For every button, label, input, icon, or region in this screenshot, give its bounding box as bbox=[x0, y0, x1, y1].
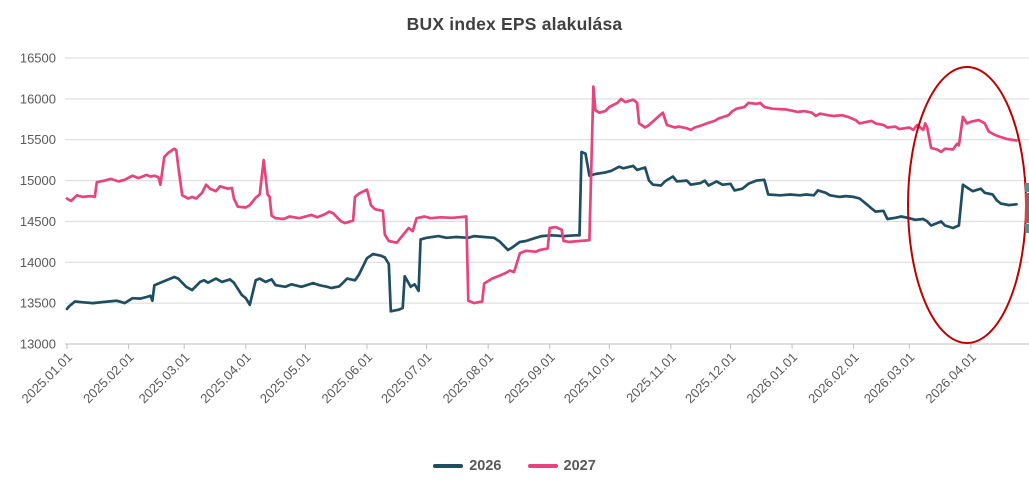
y-tick-label: 16500 bbox=[20, 51, 56, 66]
x-tick-label: 2025.01.01 bbox=[18, 350, 75, 407]
x-tick-label: 2025.08.01 bbox=[440, 350, 497, 407]
x-tick-label: 2025.03.01 bbox=[136, 350, 193, 407]
x-tick-label: 2025.07.01 bbox=[378, 350, 435, 407]
y-tick-label: 14500 bbox=[20, 214, 56, 229]
y-tick-label: 13000 bbox=[20, 336, 56, 351]
series-line-2027 bbox=[65, 85, 1018, 305]
right-edge-mark bbox=[1025, 183, 1029, 192]
y-tick-label: 15000 bbox=[20, 173, 56, 188]
legend-swatch-2026 bbox=[433, 464, 464, 468]
right-edge-mark bbox=[1025, 224, 1029, 233]
y-tick-label: 13500 bbox=[20, 296, 56, 311]
x-tick-label: 2025.06.01 bbox=[318, 350, 375, 407]
y-tick-label: 16000 bbox=[20, 91, 56, 106]
x-tick-label: 2025.12.01 bbox=[682, 350, 739, 407]
x-tick-label: 2025.05.01 bbox=[257, 350, 314, 407]
x-tick-label: 2026.04.01 bbox=[922, 350, 979, 407]
legend-label-2026: 2026 bbox=[469, 458, 502, 474]
y-tick-label: 14000 bbox=[20, 255, 56, 270]
x-tick-label: 2026.01.01 bbox=[744, 350, 801, 407]
x-tick-label: 2026.02.01 bbox=[805, 350, 862, 407]
legend-item-2027: 2027 bbox=[527, 458, 596, 474]
legend-label-2027: 2027 bbox=[563, 458, 596, 474]
legend: 2026 2027 bbox=[0, 458, 1029, 474]
x-tick-label: 2025.10.01 bbox=[561, 350, 618, 407]
y-tick-label: 15500 bbox=[20, 132, 56, 147]
right-edge-mark bbox=[1025, 193, 1029, 223]
x-tick-label: 2025.04.01 bbox=[197, 350, 254, 407]
x-tick-label: 2025.11.01 bbox=[623, 350, 679, 406]
chart-title: BUX index EPS alakulása bbox=[406, 14, 623, 34]
series-line-2026 bbox=[65, 150, 1018, 313]
x-tick-label: 2026.03.01 bbox=[861, 350, 918, 407]
x-tick-label: 2025.02.01 bbox=[80, 350, 137, 407]
x-tick-label: 2025.09.01 bbox=[501, 350, 558, 407]
legend-swatch-2027 bbox=[527, 464, 558, 468]
legend-item-2026: 2026 bbox=[433, 458, 502, 474]
